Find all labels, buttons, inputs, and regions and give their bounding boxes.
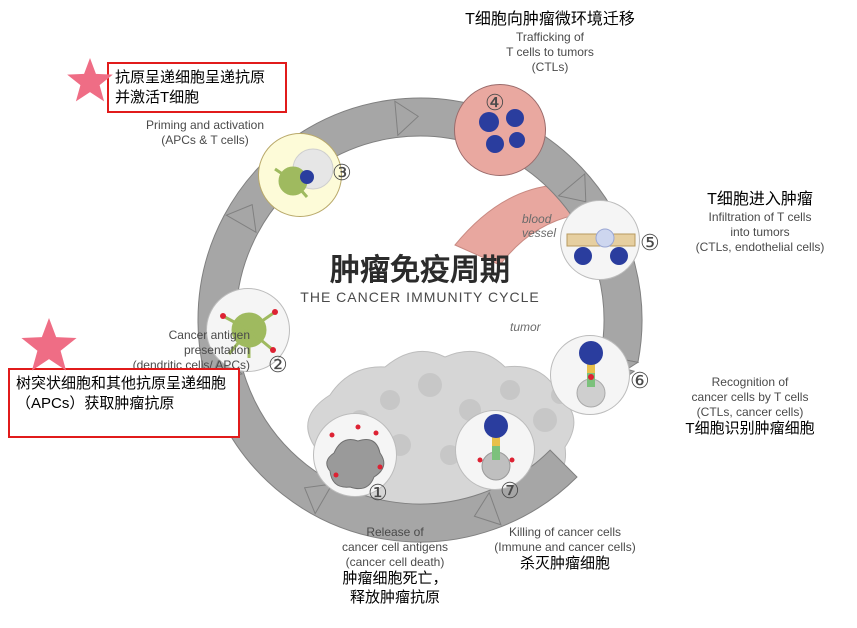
- step-6-icon: [550, 335, 630, 415]
- center-title-en: THE CANCER IMMUNITY CYCLE: [220, 289, 620, 305]
- step-3-label-en: Priming and activation (APCs & T cells): [115, 118, 295, 148]
- step-6-number: ⑥: [630, 368, 650, 394]
- step-4-label: T细胞向肿瘤微环境迁移Trafficking of T cells to tum…: [430, 10, 670, 75]
- center-title: 肿瘤免疫周期THE CANCER IMMUNITY CYCLE: [220, 245, 620, 305]
- star-icon: [66, 58, 114, 106]
- step-7-number: ⑦: [500, 478, 520, 504]
- diagram-stage: 肿瘤免疫周期THE CANCER IMMUNITY CYCLE tumor bl…: [0, 0, 857, 628]
- step-7-label-en: Killing of cancer cells (Immune and canc…: [460, 525, 670, 555]
- star-icon: [20, 318, 78, 376]
- step-3-number: ③: [332, 160, 352, 186]
- blood-vessel-label: blood vessel: [522, 212, 556, 240]
- step-1-label: Release of cancer cell antigens (cancer …: [305, 525, 485, 608]
- step-6-label-en: Recognition of cancer cells by T cells (…: [655, 375, 845, 420]
- step-4-number: ④: [485, 90, 505, 116]
- center-title-cn: 肿瘤免疫周期: [220, 245, 620, 289]
- highlight-box-1: 抗原呈递细胞呈递抗原并激活T细胞: [107, 62, 287, 113]
- step-7-label-cn: 杀灭肿瘤细胞: [460, 555, 670, 574]
- step-2-label: Cancer antigen presentation (dendritic c…: [100, 328, 250, 373]
- step-6-label: Recognition of cancer cells by T cells (…: [655, 375, 845, 439]
- step-1-label-cn: 肿瘤细胞死亡， 释放肿瘤抗原: [305, 570, 485, 608]
- step-7-icon: [455, 410, 535, 490]
- tumor-label: tumor: [510, 320, 541, 334]
- step-5-label-en: Infiltration of T cells into tumors (CTL…: [665, 210, 855, 255]
- step-1-label-en: Release of cancer cell antigens (cancer …: [305, 525, 485, 570]
- step-4-label-en: Trafficking of T cells to tumors (CTLs): [430, 30, 670, 75]
- step-1-number: ①: [368, 480, 388, 506]
- step-5-number: ⑤: [640, 230, 660, 256]
- highlight-box-2: 树突状细胞和其他抗原呈递细胞（APCs）获取肿瘤抗原: [8, 368, 240, 438]
- step-7-label: Killing of cancer cells (Immune and canc…: [460, 525, 670, 574]
- step-6-label-cn: T细胞识别肿瘤细胞: [655, 420, 845, 439]
- step-2-number: ②: [268, 352, 288, 378]
- step-5-label-cn: T细胞进入肿瘤: [665, 190, 855, 210]
- step-4-label-cn: T细胞向肿瘤微环境迁移: [430, 10, 670, 30]
- step-3-label: Priming and activation (APCs & T cells): [115, 118, 295, 148]
- step-5-label: T细胞进入肿瘤Infiltration of T cells into tumo…: [665, 190, 855, 255]
- step-2-label-en: Cancer antigen presentation (dendritic c…: [100, 328, 250, 373]
